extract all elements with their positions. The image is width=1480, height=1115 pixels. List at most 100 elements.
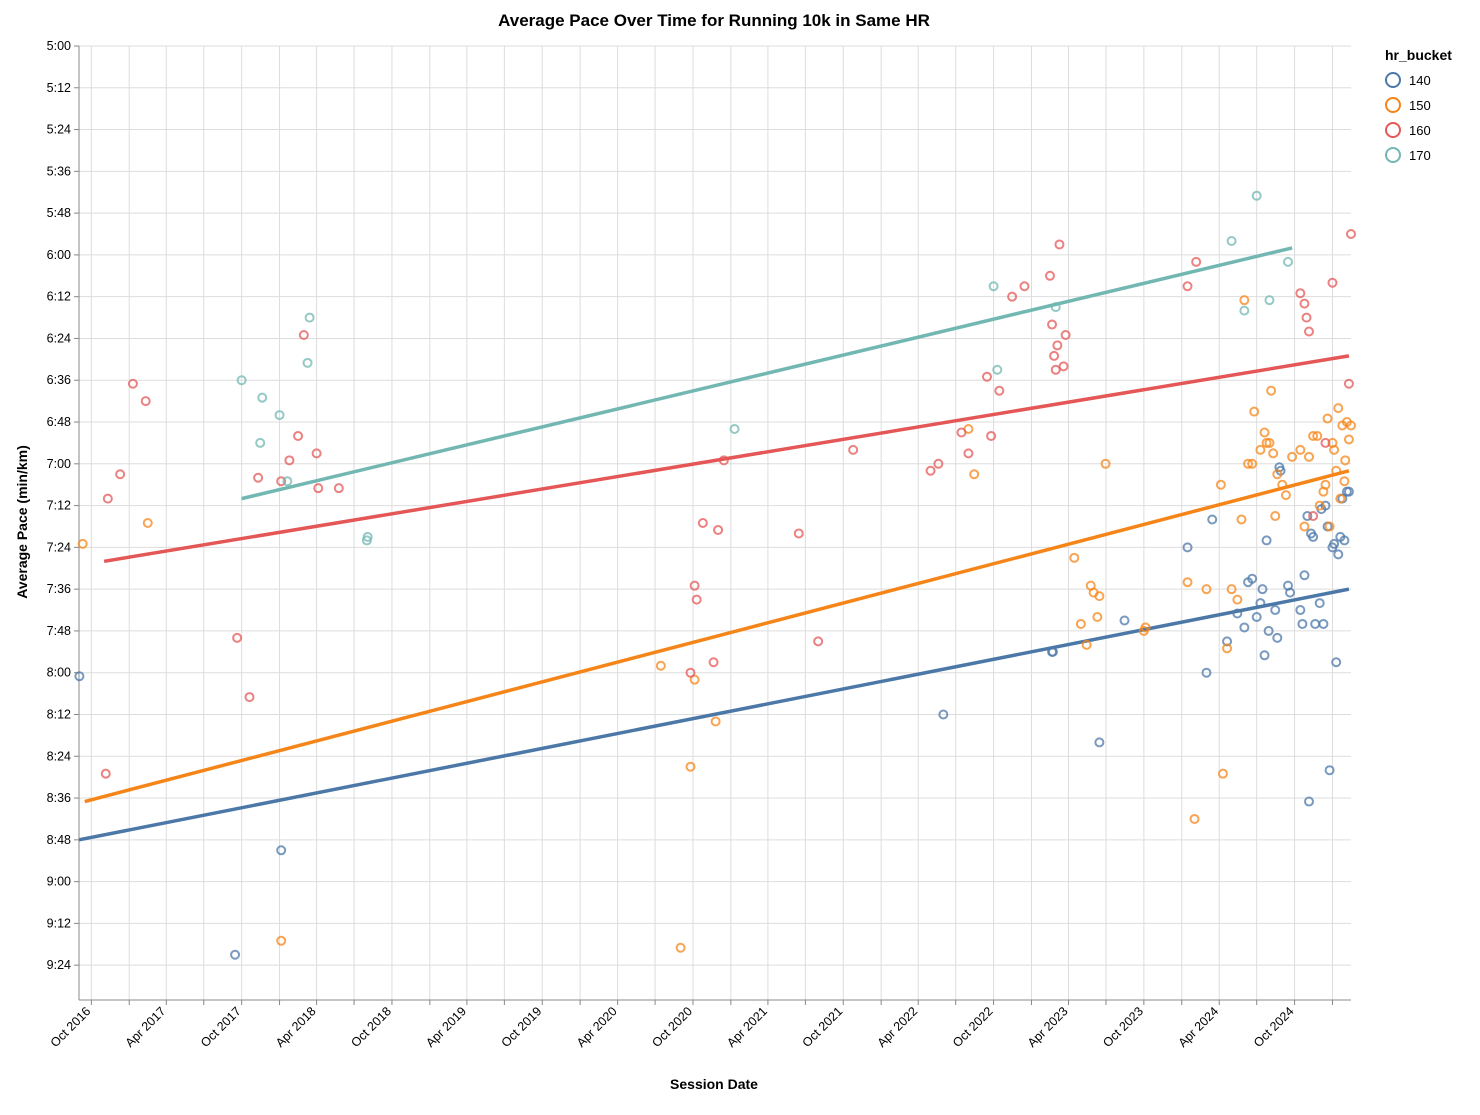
data-point-140 [1329, 538, 1340, 549]
data-point-140 [1251, 612, 1262, 623]
x-tick-label: Oct 2018 [348, 1004, 394, 1050]
data-point-160 [1299, 298, 1310, 309]
data-point-150 [77, 538, 88, 549]
data-point-170 [282, 476, 293, 487]
data-point-140 [1303, 796, 1314, 807]
x-tick-label: Apr 2020 [574, 1004, 620, 1050]
data-point-150 [1239, 295, 1250, 306]
data-point-150 [1232, 594, 1243, 605]
data-point-160 [713, 524, 724, 535]
data-point-140 [1343, 486, 1354, 497]
data-point-150 [1339, 476, 1350, 487]
y-tick-label: 9:24 [47, 958, 71, 972]
data-point-170 [1251, 190, 1262, 201]
x-tick-label: Oct 2017 [198, 1004, 244, 1050]
data-point-150 [1299, 521, 1310, 532]
legend-symbol-170 [1385, 147, 1401, 163]
data-point-140 [276, 845, 287, 856]
legend-symbol-150 [1385, 97, 1401, 113]
data-point-160 [963, 448, 974, 459]
data-point-160 [1301, 312, 1312, 323]
data-point-140 [1255, 598, 1266, 609]
data-point-160 [276, 476, 287, 487]
data-point-160 [1343, 378, 1354, 389]
data-point-150 [1287, 451, 1298, 462]
data-point-170 [1282, 256, 1293, 267]
x-tick-label: Apr 2017 [123, 1004, 169, 1050]
data-point-170 [988, 281, 999, 292]
x-tick-label: Oct 2021 [800, 1004, 846, 1050]
data-point-150 [1343, 434, 1354, 445]
data-point-150 [276, 935, 287, 946]
data-point-150 [1226, 584, 1237, 595]
y-tick-label: 5:24 [47, 123, 71, 137]
y-tick-label: 8:48 [47, 833, 71, 847]
data-point-160 [1007, 291, 1018, 302]
y-axis-title: Average Pace (min/km) [14, 445, 30, 599]
data-point-160 [100, 768, 111, 779]
data-point-140 [1299, 570, 1310, 581]
data-point-140 [1295, 605, 1306, 616]
y-tick-label: 5:12 [47, 81, 71, 95]
data-point-170 [1264, 295, 1275, 306]
data-point-150 [1346, 420, 1356, 431]
trend-layer [78, 246, 1350, 842]
legend: hr_bucket 140 150 160 170 [1385, 47, 1452, 163]
data-point-160 [293, 430, 304, 441]
trend-line-170 [241, 246, 1293, 501]
data-point-140 [1310, 618, 1321, 629]
y-tick-label: 8:12 [47, 707, 71, 721]
data-point-140 [1182, 542, 1193, 553]
data-point-160 [1054, 239, 1065, 250]
data-point-160 [986, 430, 997, 441]
data-point-160 [1058, 361, 1069, 372]
x-tick-label: Apr 2021 [724, 1004, 770, 1050]
data-point-160 [1308, 511, 1319, 522]
data-point-140 [230, 949, 241, 960]
y-tick-label: 5:36 [47, 164, 71, 178]
data-point-160 [933, 458, 944, 469]
x-tick-label: Oct 2024 [1251, 1004, 1297, 1050]
data-point-140 [1232, 608, 1243, 619]
data-point-160 [685, 667, 696, 678]
data-point-140 [1314, 598, 1325, 609]
data-point-170 [729, 423, 740, 434]
data-point-140 [1263, 625, 1274, 636]
data-point-160 [333, 483, 344, 494]
x-tick-label: Oct 2019 [499, 1004, 545, 1050]
data-point-170 [236, 375, 247, 386]
data-point-160 [1320, 437, 1331, 448]
data-point-150 [1277, 479, 1288, 490]
data-point-160 [718, 455, 729, 466]
legend-symbol-160 [1385, 122, 1401, 138]
y-tick-label: 7:48 [47, 624, 71, 638]
data-point-160 [232, 632, 243, 643]
y-tick-label: 9:12 [47, 916, 71, 930]
data-point-160 [127, 378, 138, 389]
data-point-160 [244, 692, 255, 703]
data-point-150 [1222, 643, 1233, 654]
data-point-160 [1019, 281, 1030, 292]
data-point-150 [1329, 444, 1340, 455]
data-point-160 [1049, 350, 1060, 361]
data-point-140 [1308, 531, 1319, 542]
data-point-160 [925, 465, 936, 476]
data-point-160 [1191, 256, 1202, 267]
data-point-170 [362, 531, 373, 542]
data-point-150 [1308, 430, 1319, 441]
trend-line-140 [78, 587, 1350, 842]
data-point-140 [1331, 657, 1342, 668]
data-point-160 [1303, 326, 1314, 337]
data-point-160 [1295, 288, 1306, 299]
data-point-170 [304, 312, 315, 323]
data-point-150 [1236, 514, 1247, 525]
data-point-160 [691, 594, 702, 605]
data-point-140 [1207, 514, 1218, 525]
data-point-170 [255, 437, 266, 448]
data-point-150 [655, 660, 666, 671]
data-point-140 [1339, 535, 1350, 546]
data-point-150 [1266, 385, 1277, 396]
data-point-140 [1257, 584, 1268, 595]
data-point-150 [1094, 591, 1105, 602]
data-point-150 [1314, 500, 1325, 511]
